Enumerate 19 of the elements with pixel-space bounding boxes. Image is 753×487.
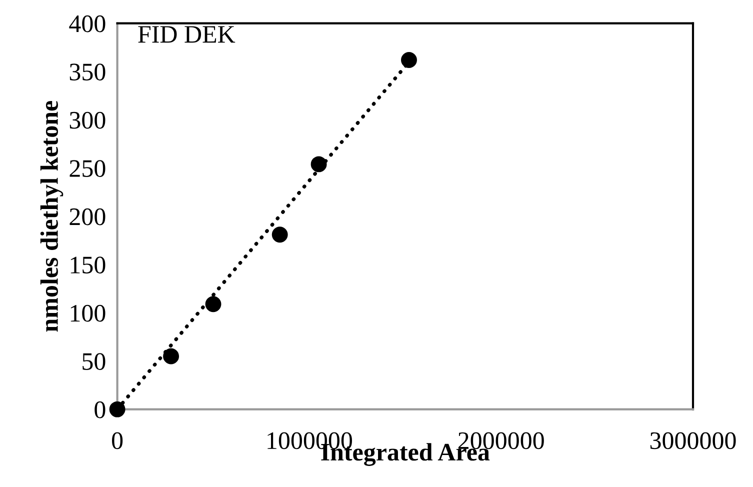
x-tick-label: 3000000	[650, 432, 736, 450]
point	[272, 226, 288, 243]
point	[205, 296, 222, 312]
point	[310, 156, 327, 172]
y-tick-label: 100	[70, 304, 106, 322]
point	[109, 401, 126, 418]
x-tick-label: 0	[112, 432, 123, 450]
y-tick-label: 0	[94, 401, 106, 418]
annotation: FID DEK	[138, 26, 236, 43]
point	[401, 52, 417, 68]
y-tick-label: 250	[70, 160, 106, 177]
y-tick-label: 400	[69, 15, 106, 32]
y-tick-label: 150	[70, 256, 106, 274]
y-axis-title: nmoles diethyl ketone	[40, 100, 64, 332]
y-tick-label: 50	[82, 353, 106, 370]
y-tick-label: 350	[70, 64, 106, 80]
point	[163, 348, 180, 364]
y-tick-label: 200	[70, 208, 106, 226]
y-tick-label: 300	[70, 112, 106, 129]
